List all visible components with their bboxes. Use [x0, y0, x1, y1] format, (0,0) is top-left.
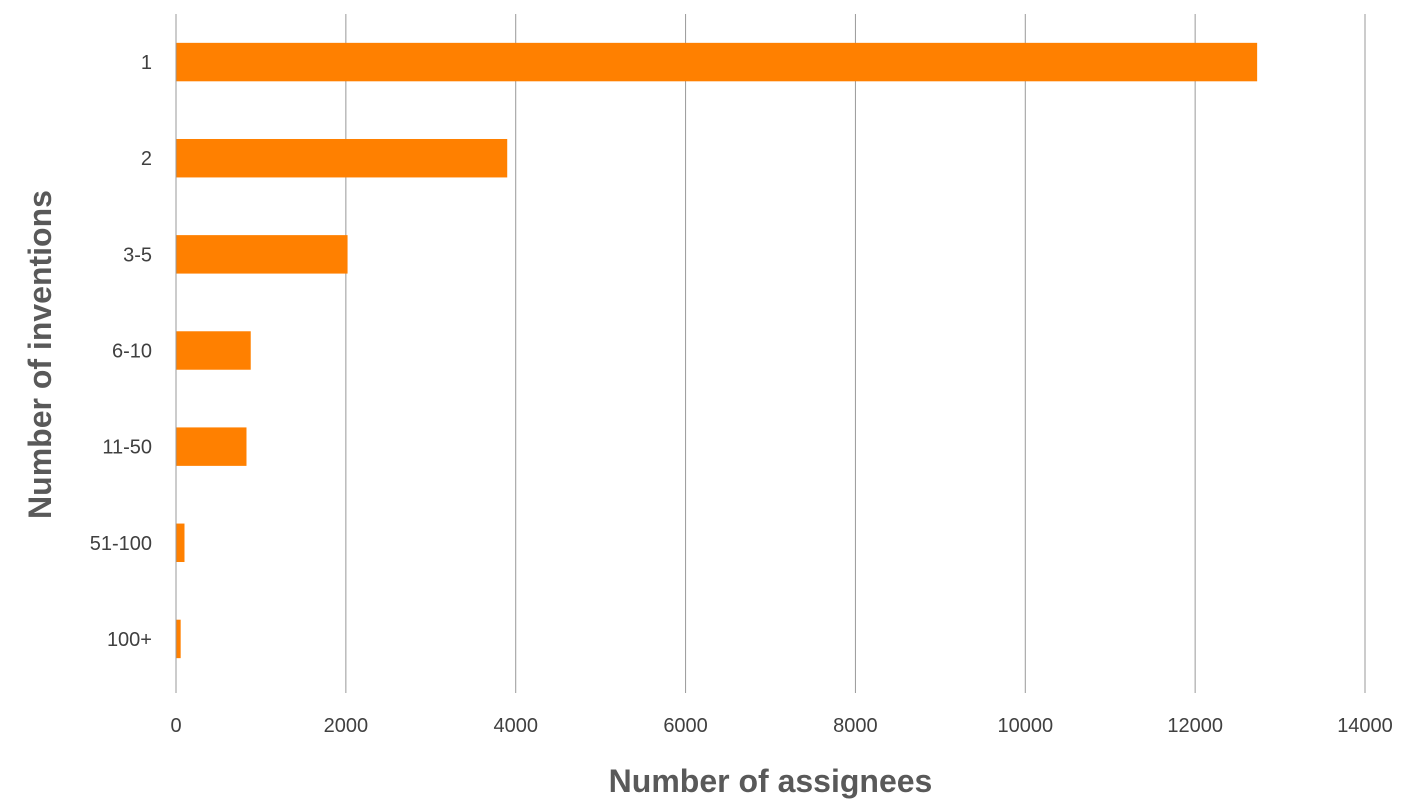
- x-axis: 0 2000 4000 6000 8000 10000 12000 14000: [170, 687, 1393, 737]
- gridlines: [345, 14, 1366, 687]
- x-tick-label: 14000: [1337, 715, 1393, 737]
- bar: [176, 331, 251, 370]
- x-tick-label: 8000: [833, 715, 878, 737]
- bar: [176, 427, 247, 466]
- bar: [176, 523, 185, 563]
- y-tick-label: 2: [141, 148, 152, 170]
- x-axis-title: Number of assignees: [609, 763, 933, 799]
- y-tick-label: 100+: [107, 629, 152, 651]
- y-axis-title: Number of inventions: [22, 190, 58, 519]
- x-tick-label: 0: [170, 715, 181, 737]
- bar: [176, 235, 348, 274]
- y-tick-label: 1: [141, 52, 152, 74]
- y-tick-label: 6-10: [112, 341, 152, 363]
- bars: [176, 42, 1258, 659]
- y-tick-label: 51-100: [90, 533, 152, 555]
- bar: [176, 619, 181, 659]
- x-tick-label: 10000: [997, 715, 1053, 737]
- y-tick-label: 3-5: [123, 244, 152, 266]
- x-tick-label: 2000: [324, 715, 369, 737]
- y-tick-label: 11-50: [102, 437, 152, 459]
- x-tick-label: 4000: [493, 715, 538, 737]
- bar: [176, 138, 508, 178]
- x-tick-label: 12000: [1167, 715, 1223, 737]
- bar: [176, 42, 1258, 82]
- x-tick-label: 6000: [663, 715, 708, 737]
- y-axis: 1 2 3-5 6-10 11-50 51-100 100+: [90, 14, 177, 687]
